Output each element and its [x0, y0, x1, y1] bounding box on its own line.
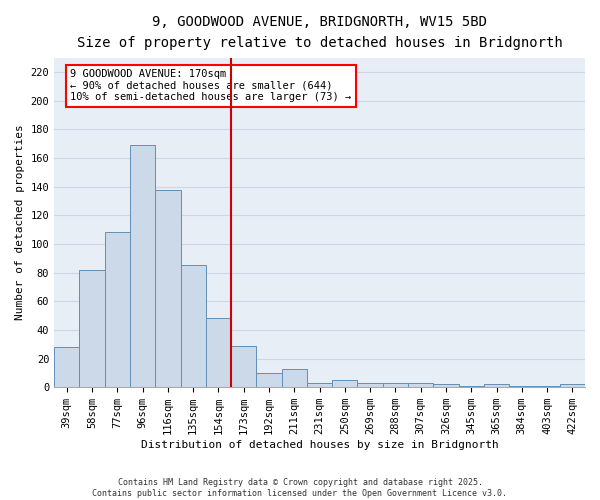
- Bar: [231, 346, 256, 387]
- Bar: [54, 347, 79, 387]
- Bar: [433, 384, 458, 387]
- Y-axis label: Number of detached properties: Number of detached properties: [15, 124, 25, 320]
- Bar: [408, 383, 433, 387]
- Text: Contains HM Land Registry data © Crown copyright and database right 2025.
Contai: Contains HM Land Registry data © Crown c…: [92, 478, 508, 498]
- Bar: [332, 380, 358, 387]
- Title: 9, GOODWOOD AVENUE, BRIDGNORTH, WV15 5BD
Size of property relative to detached h: 9, GOODWOOD AVENUE, BRIDGNORTH, WV15 5BD…: [77, 15, 562, 50]
- Bar: [484, 384, 509, 387]
- Bar: [130, 145, 155, 387]
- Bar: [181, 266, 206, 387]
- Bar: [509, 386, 535, 387]
- Bar: [105, 232, 130, 387]
- Bar: [281, 368, 307, 387]
- Bar: [358, 383, 383, 387]
- Bar: [383, 383, 408, 387]
- Bar: [535, 386, 560, 387]
- Bar: [560, 384, 585, 387]
- Bar: [79, 270, 105, 387]
- Bar: [458, 386, 484, 387]
- Bar: [256, 373, 281, 387]
- Bar: [307, 383, 332, 387]
- Bar: [206, 318, 231, 387]
- Text: 9 GOODWOOD AVENUE: 170sqm
← 90% of detached houses are smaller (644)
10% of semi: 9 GOODWOOD AVENUE: 170sqm ← 90% of detac…: [70, 69, 352, 102]
- X-axis label: Distribution of detached houses by size in Bridgnorth: Distribution of detached houses by size …: [141, 440, 499, 450]
- Bar: [155, 190, 181, 387]
